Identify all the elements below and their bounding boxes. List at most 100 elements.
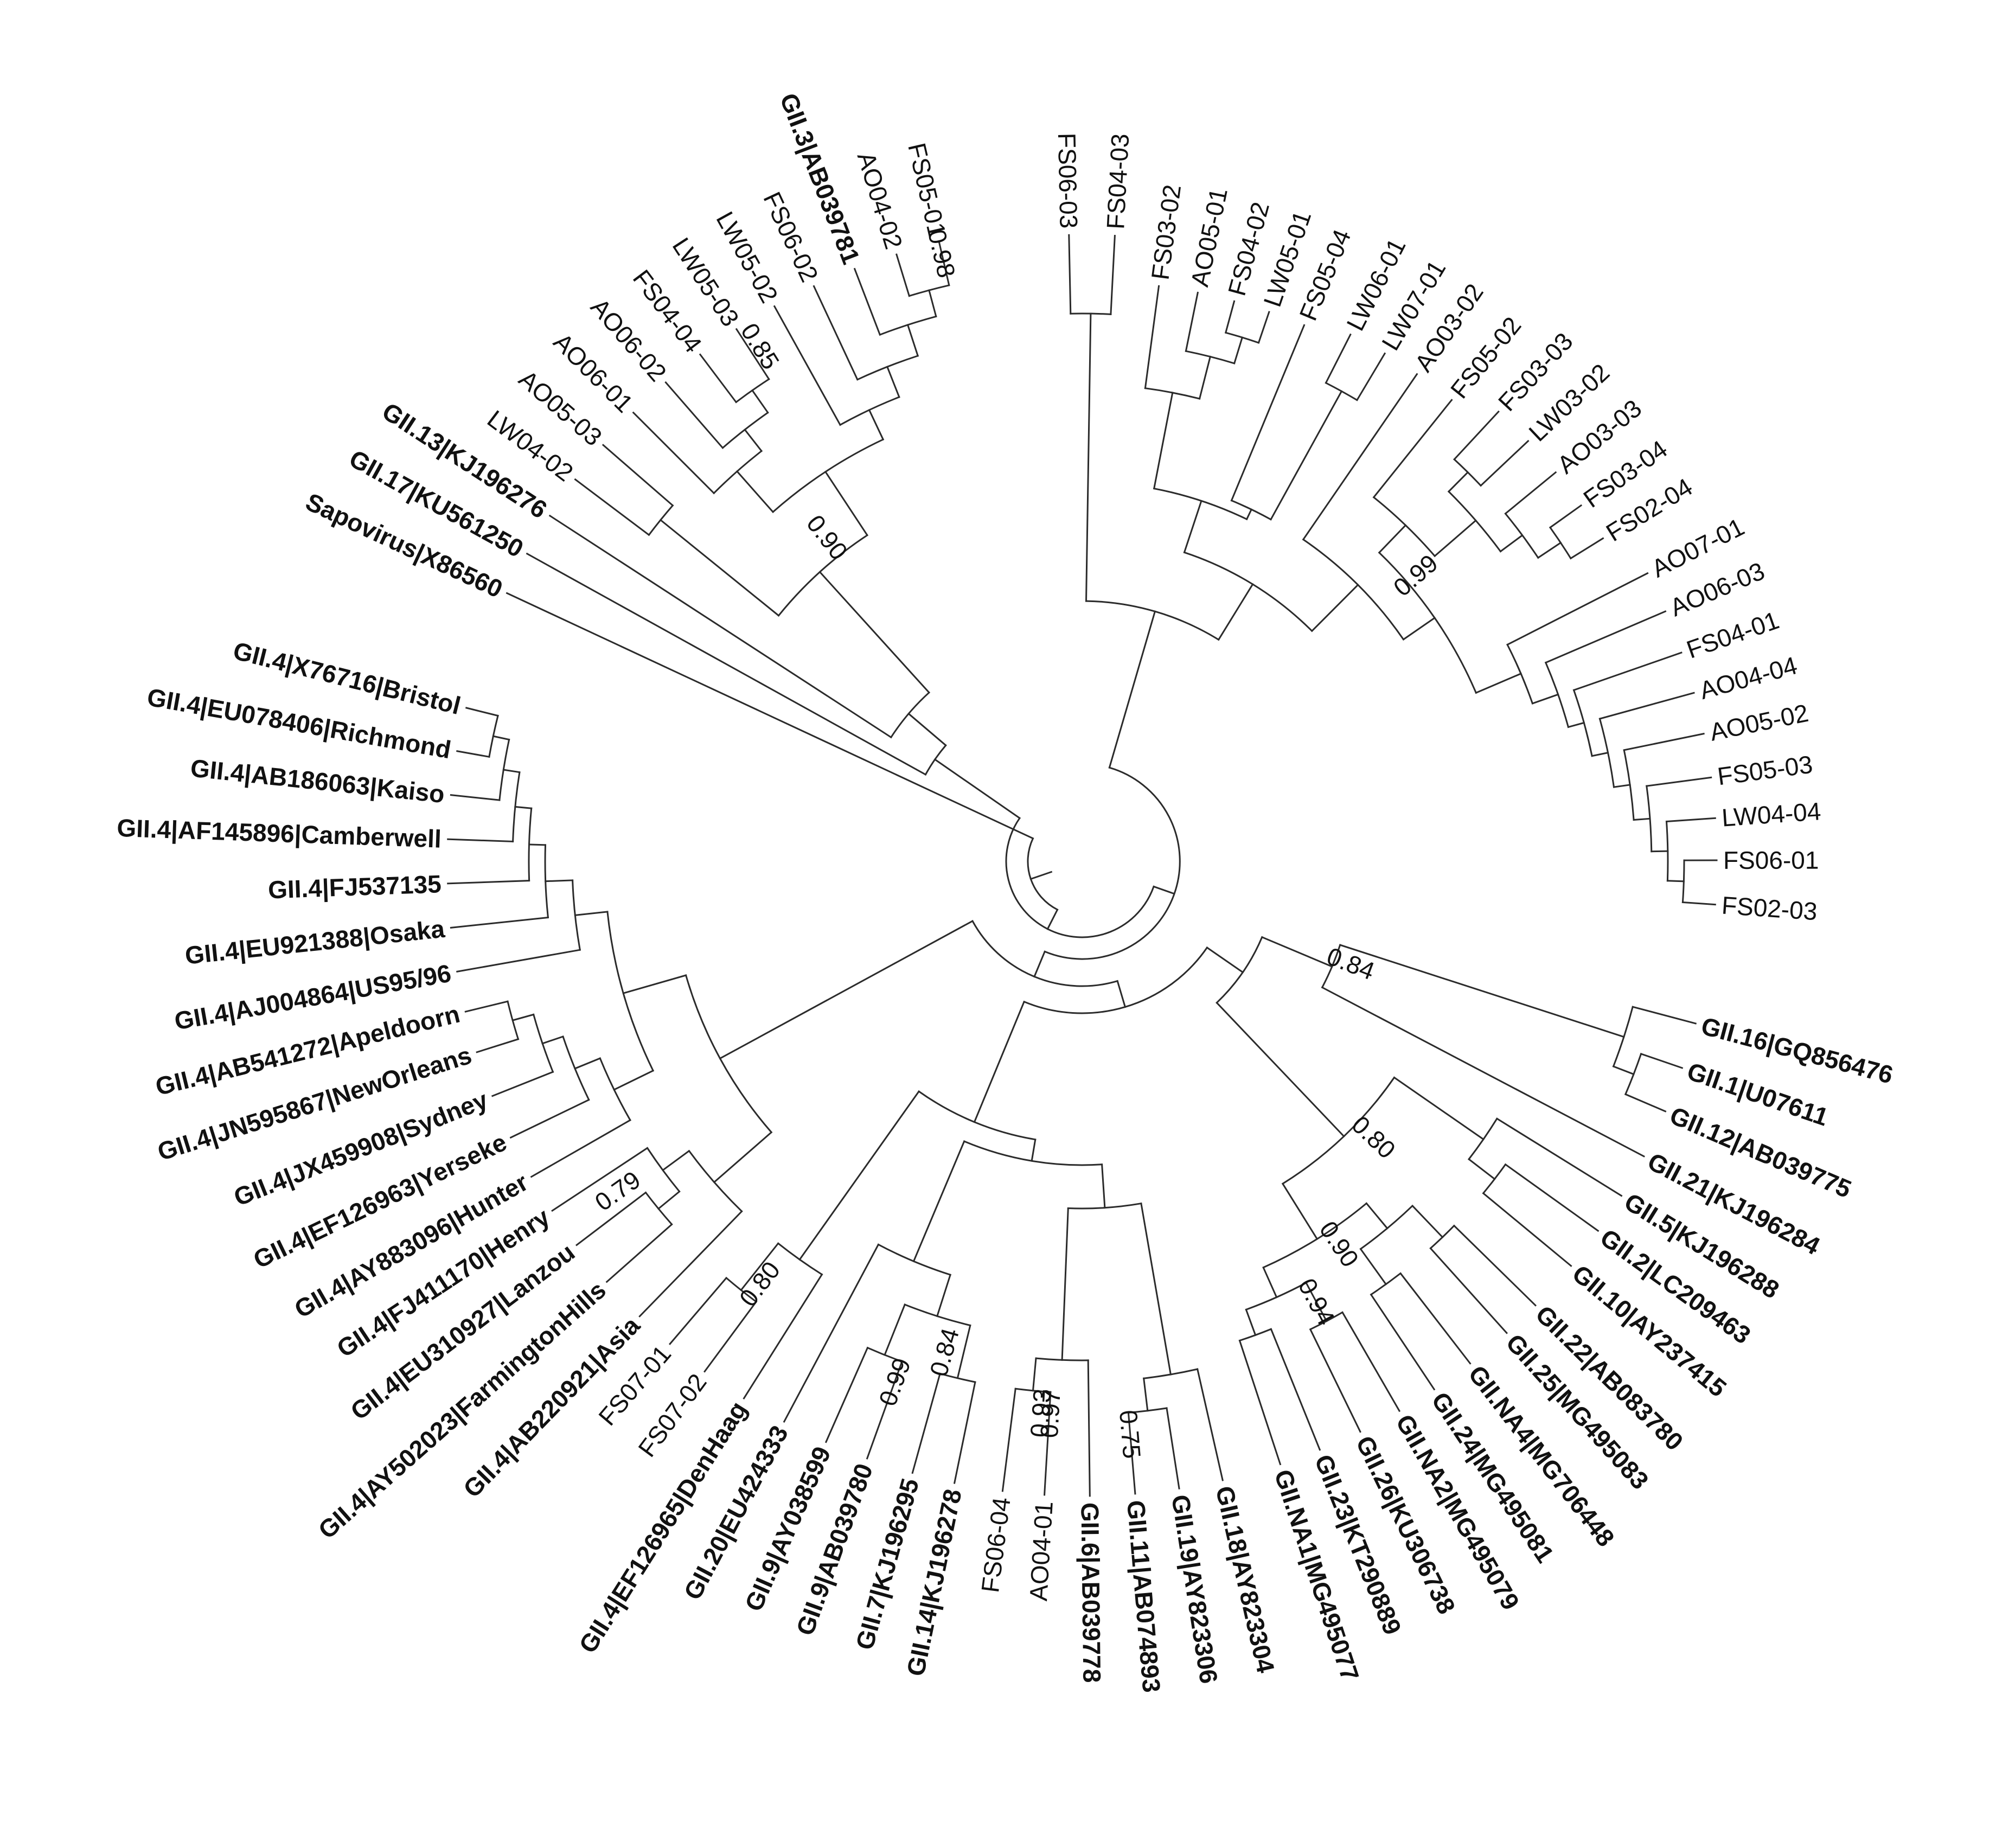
- tip-branch: [1321, 986, 1645, 1158]
- support-value: 0.75: [1114, 1409, 1146, 1460]
- tip-branch: [574, 478, 650, 536]
- branch-arc: [856, 355, 919, 381]
- internal-branch: [1031, 1139, 1037, 1162]
- branch-arc: [1005, 817, 1155, 938]
- internal-branch: [735, 470, 775, 514]
- branch-arc: [1447, 490, 1502, 553]
- branch-arc: [1506, 643, 1534, 705]
- internal-branch: [1033, 950, 1046, 978]
- branch-arc: [1598, 718, 1615, 788]
- tip-label: FS04-01: [1683, 606, 1783, 664]
- internal-branch: [1143, 1377, 1149, 1412]
- tip-branch: [1370, 1293, 1436, 1391]
- internal-branch: [1434, 519, 1477, 558]
- branch-arc: [528, 807, 533, 882]
- tip-label: FS02-03: [1721, 891, 1819, 925]
- internal-branch: [928, 289, 937, 318]
- tip-branch: [530, 1119, 631, 1178]
- branch-arc: [1549, 526, 1572, 560]
- tip-branch: [509, 1098, 590, 1139]
- branch-arc: [721, 411, 769, 449]
- internal-branch: [744, 428, 763, 452]
- internal-branch: [1531, 693, 1559, 705]
- tip-branch: [1572, 651, 1683, 692]
- branch-arc: [877, 1243, 951, 1276]
- branch-arc: [839, 396, 900, 426]
- tip-label: GII.4|AF145896|Camberwell: [117, 814, 442, 853]
- tip-branch: [1001, 1387, 1016, 1492]
- branch-arc: [918, 1090, 1037, 1141]
- tip-branch: [1341, 1311, 1401, 1412]
- internal-branch: [713, 1131, 773, 1184]
- tip-branch: [735, 328, 770, 381]
- internal-branch: [1153, 885, 1175, 895]
- tip-branch: [1185, 291, 1199, 353]
- branch-arc: [1572, 689, 1593, 757]
- tip-label: FS06-03: [1053, 132, 1083, 228]
- tip-branch: [783, 1243, 880, 1423]
- internal-branch: [1475, 672, 1523, 694]
- support-value: 0.80: [1346, 1110, 1401, 1164]
- internal-branch: [886, 366, 900, 398]
- internal-branch: [1061, 1207, 1069, 1361]
- tip-branch: [602, 444, 674, 507]
- tip-branch: [1325, 333, 1352, 384]
- tip-branch: [1482, 1192, 1572, 1267]
- internal-branch: [1633, 817, 1651, 821]
- tip-branch: [1399, 1272, 1472, 1365]
- tip-label: GII.6|AB039778: [1076, 1502, 1106, 1683]
- branch-arc: [908, 284, 950, 297]
- branch-arc: [1359, 1204, 1414, 1250]
- tip-label: FS06-04: [976, 1495, 1016, 1594]
- tip-branch: [743, 1273, 823, 1400]
- internal-branch: [1183, 500, 1202, 554]
- branch-arc: [1085, 600, 1220, 641]
- internal-branch: [1365, 1202, 1389, 1230]
- internal-branch: [514, 805, 533, 809]
- branch-arc: [1325, 381, 1358, 401]
- support-value: 0.79: [590, 1165, 645, 1216]
- tip-branch: [456, 750, 490, 758]
- tip-label: GII.4|AB186063|Kaiso: [189, 753, 446, 808]
- tip-branch: [456, 949, 581, 973]
- internal-branch: [1339, 944, 1625, 1038]
- tip-branch: [1429, 1247, 1508, 1334]
- internal-branch: [511, 1013, 535, 1021]
- branch-arc: [879, 315, 937, 336]
- tip-label: GII.19|AY823306: [1166, 1493, 1223, 1685]
- internal-branch: [936, 1274, 951, 1318]
- tip-branch: [1549, 504, 1583, 529]
- internal-branch: [1198, 355, 1212, 400]
- tip-branch: [1495, 1117, 1623, 1197]
- internal-branch: [1447, 471, 1469, 493]
- tip-branch: [1127, 1411, 1136, 1495]
- tip-branch: [1238, 1339, 1282, 1466]
- branch-arc: [1230, 499, 1272, 521]
- internal-branch: [1305, 1281, 1328, 1322]
- tip-branch: [1196, 1368, 1224, 1481]
- tip-branch: [664, 381, 724, 449]
- internal-branch: [1245, 1308, 1257, 1337]
- internal-branch: [1651, 850, 1669, 853]
- branch-arc: [1245, 1281, 1308, 1311]
- tip-branch: [813, 285, 859, 381]
- internal-branch: [613, 1069, 655, 1091]
- internal-branch: [1537, 541, 1562, 559]
- branch-arc: [644, 1191, 673, 1226]
- branch-arc: [1262, 1202, 1368, 1269]
- internal-branch: [751, 389, 769, 414]
- tip-branch: [1665, 817, 1716, 823]
- tip-branch: [1309, 1328, 1361, 1433]
- tip-branch: [1504, 1163, 1600, 1232]
- internal-branch: [502, 769, 521, 773]
- branch-arc: [1185, 350, 1236, 365]
- internal-branch: [662, 1149, 690, 1172]
- internal-branch: [912, 1140, 965, 1263]
- branch-arc: [1153, 487, 1248, 521]
- internal-branch: [1206, 946, 1244, 974]
- internal-branch: [659, 519, 780, 617]
- tree-branches: [447, 234, 1718, 1497]
- branch-arc: [544, 844, 549, 919]
- branch-arc: [1624, 1052, 1642, 1096]
- internal-branch: [719, 919, 974, 1060]
